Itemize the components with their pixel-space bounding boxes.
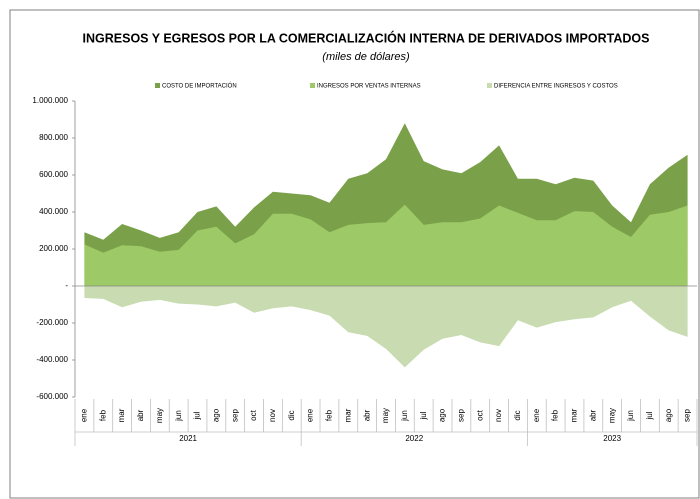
x-tick-label: oct — [249, 409, 258, 420]
x-tick-label: nov — [494, 409, 503, 422]
y-tick-label: -400.000 — [36, 355, 68, 364]
x-tick-label: jun — [174, 410, 183, 422]
x-tick-label: jul — [193, 411, 202, 420]
legend-swatch — [310, 83, 315, 88]
x-tick-label: abr — [136, 409, 145, 421]
x-tick-label: mar — [343, 408, 352, 422]
chart-title: INGRESOS Y EGRESOS POR LA COMERCIALIZACI… — [83, 30, 650, 45]
x-tick-label: ago — [664, 408, 673, 422]
x-tick-label: may — [381, 408, 390, 423]
x-tick-label: jul — [645, 411, 654, 420]
y-tick-label: 600.000 — [39, 170, 68, 179]
x-tick-label: ene — [306, 408, 315, 422]
x-tick-label: may — [607, 408, 616, 423]
x-tick-label: jun — [626, 410, 635, 422]
legend-swatch — [155, 83, 160, 88]
x-tick-label: abr — [362, 409, 371, 421]
x-tick-label: sep — [683, 409, 692, 422]
x-tick-label: dic — [287, 410, 296, 420]
legend-swatch — [487, 83, 492, 88]
x-tick-label: mar — [570, 408, 579, 422]
y-tick-label: 400.000 — [39, 207, 68, 216]
area — [84, 204, 688, 286]
x-tick-label: abr — [588, 409, 597, 421]
x-tick-label: sep — [230, 409, 239, 422]
legend-label: INGRESOS POR VENTAS INTERNAS — [317, 84, 421, 90]
x-tick-label: feb — [551, 409, 560, 421]
year-label: 2022 — [405, 434, 423, 443]
x-tick-label: oct — [475, 409, 484, 420]
year-label: 2021 — [179, 434, 197, 443]
y-tick-label: - — [65, 281, 68, 290]
x-tick-label: jul — [419, 411, 428, 420]
x-tick-label: ago — [212, 408, 221, 422]
year-label: 2023 — [603, 434, 621, 443]
x-tick-label: dic — [513, 410, 522, 420]
x-tick-label: feb — [98, 409, 107, 421]
x-tick-label: jun — [400, 410, 409, 422]
x-tick-label: ago — [438, 408, 447, 422]
y-tick-label: -200.000 — [36, 318, 68, 327]
y-tick-label: 800.000 — [39, 133, 68, 142]
x-tick-label: feb — [325, 409, 334, 421]
x-tick-label: ene — [532, 408, 541, 422]
legend-label: COSTO DE IMPORTACIÓN — [162, 83, 237, 90]
y-tick-label: 200.000 — [39, 244, 68, 253]
y-tick-label: 1.000.000 — [32, 96, 68, 105]
x-tick-label: sep — [457, 409, 466, 422]
x-tick-label: may — [155, 408, 164, 423]
x-tick-label: nov — [268, 409, 277, 422]
legend-label: DIFERENCIA ENTRE INGRESOS Y COSTOS — [494, 84, 618, 90]
chart-subtitle: (miles de dólares) — [322, 51, 410, 63]
area — [84, 286, 688, 368]
y-tick-label: -600.000 — [36, 392, 68, 401]
x-tick-label: mar — [117, 408, 126, 422]
x-tick-label: ene — [80, 408, 89, 422]
